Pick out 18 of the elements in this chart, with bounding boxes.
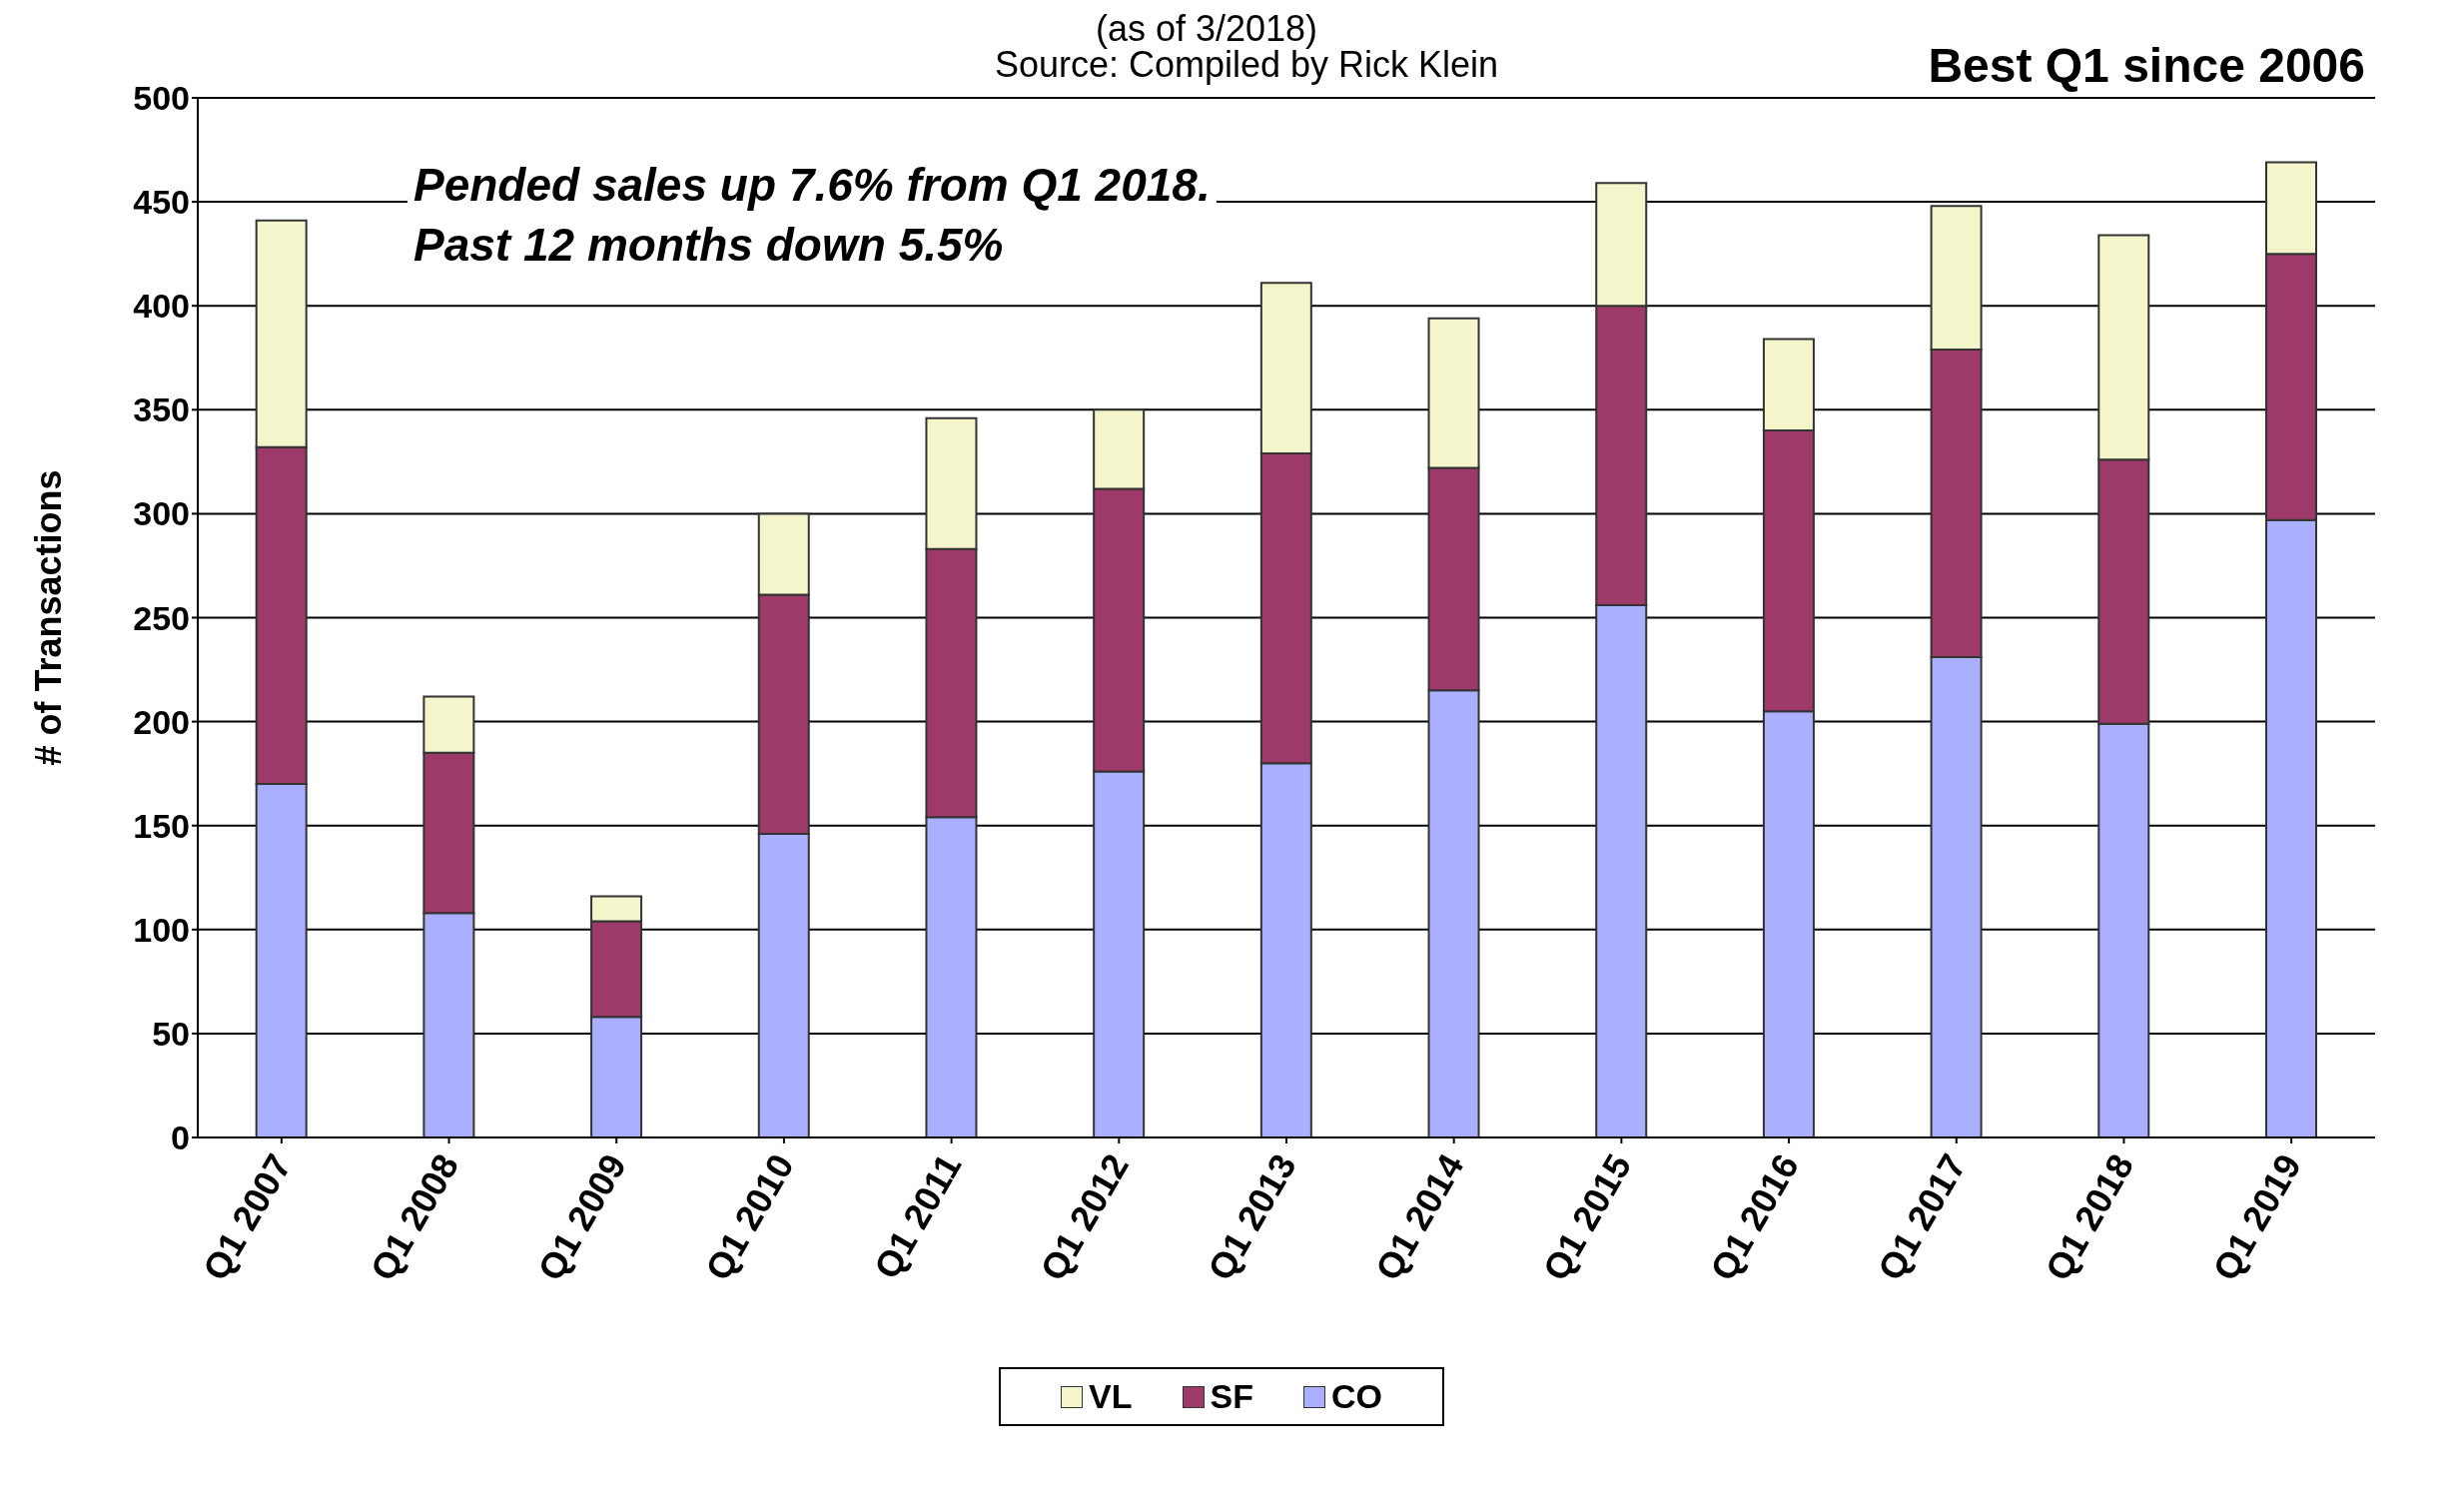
annotation: Pended sales up 7.6% from Q1 2018. — [408, 158, 1217, 212]
text: Best Q1 since 2006 — [1928, 38, 2365, 93]
y-tick-label: 150 — [133, 806, 190, 845]
y-axis-title: # of Transactions — [27, 469, 69, 766]
legend-label: CO — [1329, 1377, 1382, 1416]
y-tick-label: 250 — [133, 598, 190, 637]
y-tick-label: 400 — [133, 287, 190, 326]
y-tick-label: 100 — [133, 910, 190, 949]
legend-label: SF — [1209, 1377, 1253, 1416]
y-tick-label: 300 — [133, 494, 190, 533]
y-tick-label: 0 — [171, 1119, 190, 1157]
legend-label: VL — [1088, 1377, 1133, 1416]
y-tick-label: 500 — [133, 79, 190, 118]
y-tick-label: 450 — [133, 183, 190, 222]
y-tick-label: 200 — [133, 702, 190, 741]
annotation: Past 12 months down 5.5% — [408, 218, 1010, 272]
y-tick-label: 50 — [152, 1014, 190, 1053]
y-tick-label: 350 — [133, 390, 190, 429]
